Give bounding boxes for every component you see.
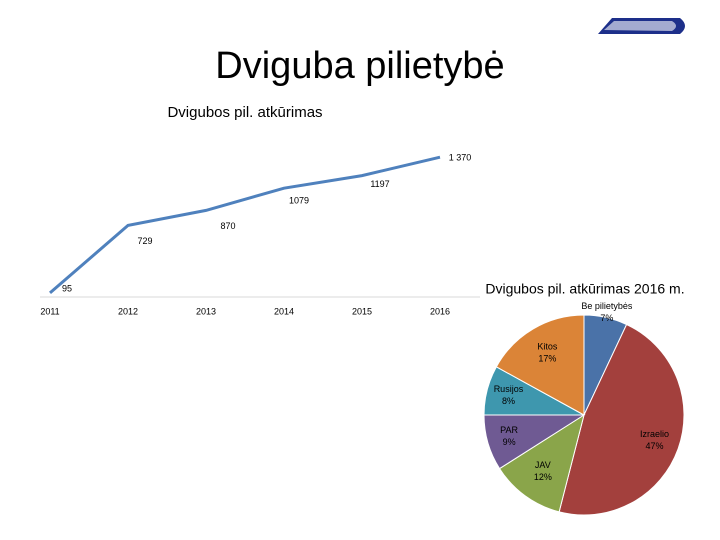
slide-title: Dviguba pilietybė bbox=[215, 45, 504, 87]
chart-title: Dvigubos pil. atkūrimas bbox=[167, 104, 322, 121]
slice-value: 8% bbox=[502, 396, 515, 406]
slice-value: 12% bbox=[534, 472, 552, 482]
data-label: 1197 bbox=[370, 179, 389, 189]
slice-label: JAV bbox=[535, 460, 551, 470]
slice-value: 17% bbox=[538, 353, 556, 363]
pie-slice bbox=[495, 314, 585, 416]
pie-slice bbox=[498, 413, 585, 513]
logo bbox=[598, 18, 685, 34]
slice-label: Be pilietybės bbox=[581, 301, 633, 311]
x-tick-label: 2011 bbox=[40, 306, 59, 316]
x-tick-label: 2014 bbox=[274, 306, 294, 316]
slice-label: Kitos bbox=[537, 341, 558, 351]
slice-label: Izraelio bbox=[640, 429, 669, 439]
data-label: 95 bbox=[62, 283, 72, 293]
chart-title: Dvigubos pil. atkūrimas 2016 m. bbox=[485, 281, 684, 297]
logo-highlight bbox=[604, 21, 676, 31]
data-label: 1 370 bbox=[449, 153, 472, 163]
slice-value: 47% bbox=[646, 441, 664, 451]
x-tick-label: 2015 bbox=[352, 306, 372, 316]
data-label: 729 bbox=[137, 236, 152, 246]
slice-label: PAR bbox=[500, 425, 518, 435]
x-tick-label: 2013 bbox=[196, 306, 216, 316]
x-tick-label: 2016 bbox=[430, 306, 450, 316]
pie-slice bbox=[558, 323, 685, 516]
x-tick-label: 2012 bbox=[118, 306, 138, 316]
slice-label: Rusijos bbox=[494, 384, 524, 394]
slice-value: 9% bbox=[503, 437, 516, 447]
data-label: 870 bbox=[220, 221, 235, 231]
slice-value: 7% bbox=[600, 313, 613, 323]
data-label: 1079 bbox=[289, 196, 309, 206]
line bbox=[49, 155, 441, 295]
